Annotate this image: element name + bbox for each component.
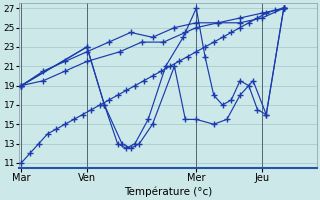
X-axis label: Température (°c): Température (°c) — [124, 186, 212, 197]
